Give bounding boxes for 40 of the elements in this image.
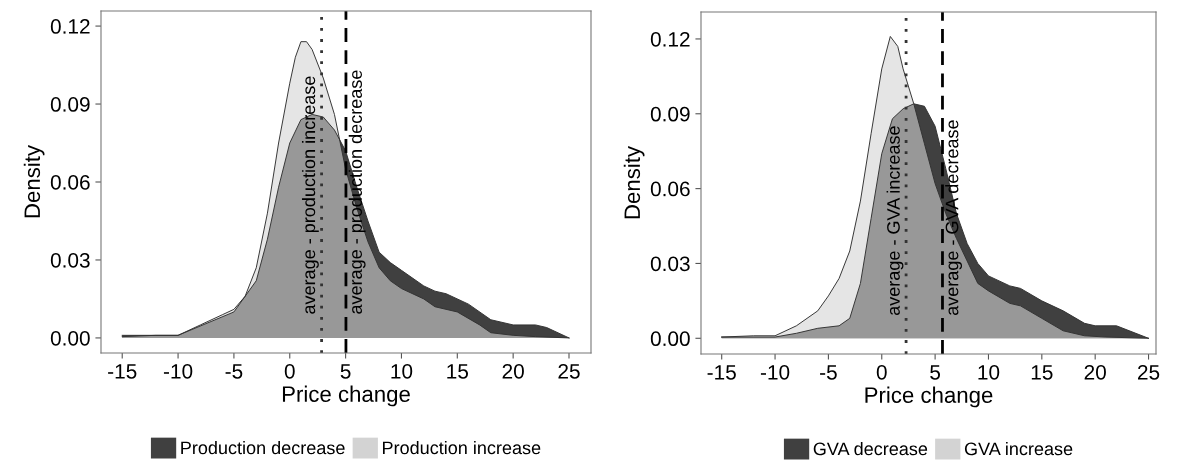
y-tick-label: 0.03 — [650, 256, 690, 272]
x-tick-label: 10 — [391, 363, 413, 379]
legend-label: Production increase — [383, 441, 541, 455]
x-tick-label: -15 — [108, 364, 137, 379]
ref-line-label: average - GVA increase — [886, 126, 904, 316]
y-tick-label: 0.00 — [50, 330, 90, 346]
x-tick-label: 20 — [1084, 364, 1106, 380]
y-tick-label: 0.03 — [50, 252, 90, 268]
legend-label: Production decrease — [181, 441, 345, 455]
x-axis-title: Price change — [282, 385, 410, 407]
ref-line-label: average - production decrease — [348, 70, 366, 314]
y-tick-label: 0.06 — [50, 175, 90, 190]
x-tick-label: 0 — [284, 363, 295, 379]
x-tick-label: 25 — [558, 363, 580, 379]
x-tick-label: 10 — [978, 364, 1000, 380]
x-tick-label: -5 — [820, 365, 837, 380]
x-tick-label: 0 — [876, 364, 887, 380]
y-tick-label: 0.12 — [650, 31, 690, 47]
x-tick-label: -5 — [225, 364, 243, 379]
y-tick-label: 0.09 — [50, 97, 90, 112]
x-tick-label: -10 — [760, 364, 790, 380]
x-tick-label: 15 — [447, 364, 469, 379]
x-tick-label: 20 — [502, 363, 524, 379]
ref-line-label: average - production increase — [301, 76, 319, 314]
legend-label: GVA increase — [964, 442, 1073, 456]
x-tick-label: 5 — [340, 364, 351, 379]
y-axis-title: Density — [23, 144, 45, 218]
x-tick-label: 5 — [930, 365, 941, 380]
y-tick-label: 0.06 — [650, 181, 690, 197]
y-axis-title: Density — [623, 145, 645, 219]
x-axis-title: Price change — [865, 386, 993, 408]
x-tick-label: -15 — [707, 365, 736, 380]
x-tick-label: 15 — [1031, 365, 1053, 380]
y-tick-label: 0.00 — [650, 331, 690, 347]
x-tick-label: -10 — [163, 363, 193, 379]
ref-line-label: average - GVA decrease — [945, 120, 962, 316]
legend-label: GVA decrease — [813, 442, 928, 456]
y-tick-label: 0.12 — [50, 19, 90, 34]
x-tick-label: 25 — [1137, 364, 1160, 380]
y-tick-label: 0.09 — [650, 106, 690, 122]
